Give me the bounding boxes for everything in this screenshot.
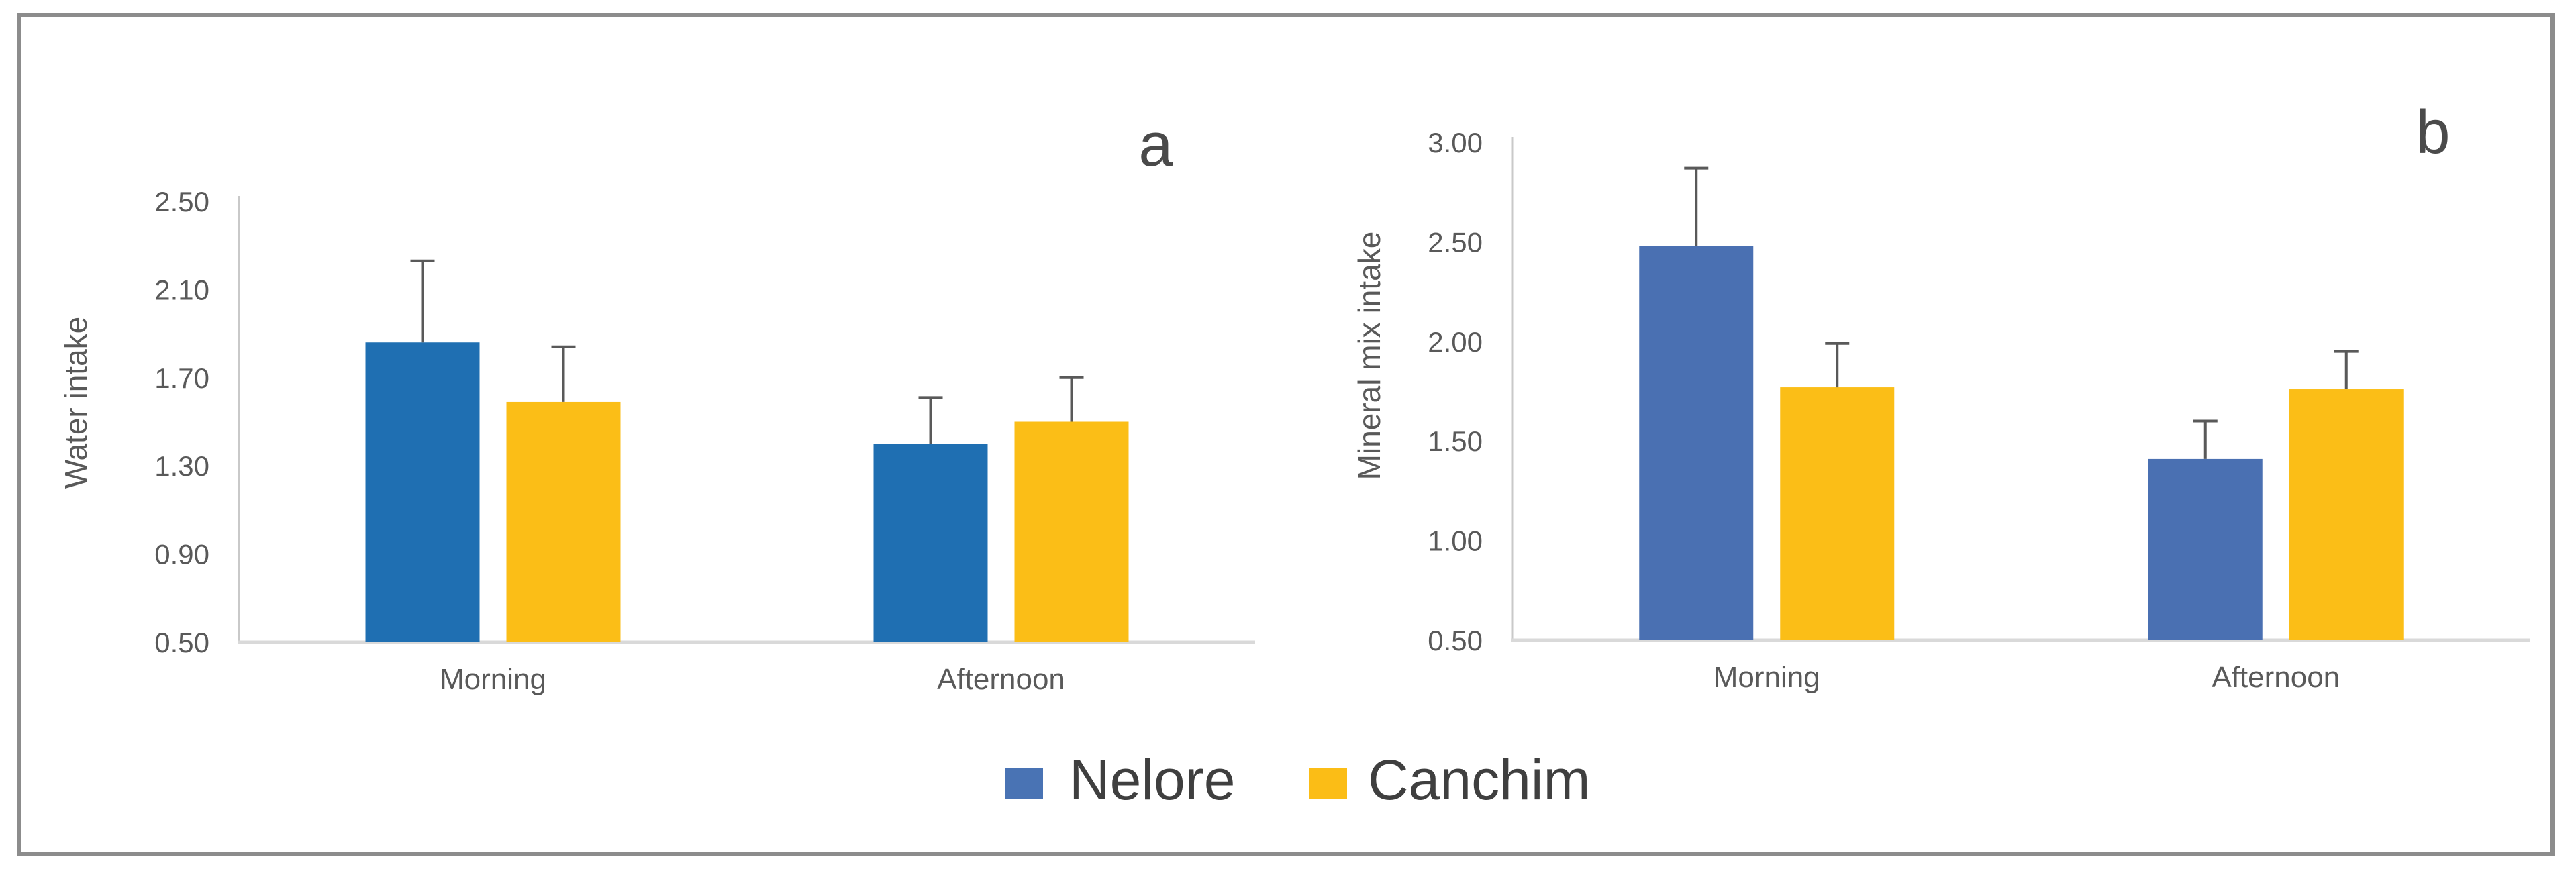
y-tick-label: 1.30 (154, 450, 209, 482)
bar-canchim-morning-a (506, 401, 621, 642)
y-tick-label: 0.90 (154, 539, 209, 570)
bar-canchim-afternoon-a (1014, 421, 1129, 642)
bar-nelore-afternoon-a (873, 444, 988, 642)
y-tick-label: 3.00 (1428, 127, 1483, 158)
y-tick-label: 2.10 (154, 274, 209, 305)
y-tick-label: 0.50 (1428, 625, 1483, 656)
category-label-afternoon: Afternoon (937, 663, 1065, 696)
bar-canchim-morning-b (1780, 387, 1895, 640)
legend-swatch-nelore (1005, 768, 1043, 799)
bar-canchim-afternoon-b (2289, 389, 2404, 640)
y-axis-title-mineral-mix-intake: Mineral mix intake (1352, 232, 1387, 480)
panel-letter-b: b (2416, 98, 2450, 166)
y-tick-label: 0.50 (154, 627, 209, 658)
y-tick-label: 2.50 (1428, 226, 1483, 258)
legend-label-nelore: Nelore (1069, 748, 1235, 811)
y-tick-label: 2.00 (1428, 326, 1483, 358)
bar-nelore-afternoon-b (2148, 458, 2263, 640)
y-tick-label: 2.50 (154, 186, 209, 217)
category-label-morning: Morning (440, 663, 546, 696)
legend-label-canchim: Canchim (1368, 748, 1590, 811)
y-tick-label: 1.00 (1428, 525, 1483, 557)
bar-nelore-morning-b (1639, 246, 1754, 640)
bar-nelore-morning-a (365, 342, 480, 642)
legend-swatch-canchim (1309, 768, 1347, 799)
legend: Nelore Canchim (1005, 748, 1590, 811)
category-label-morning: Morning (1714, 661, 1820, 694)
y-tick-label: 1.50 (1428, 425, 1483, 457)
category-label-afternoon: Afternoon (2212, 661, 2340, 694)
y-axis-title-water-intake: Water intake (58, 317, 93, 489)
y-tick-label: 1.70 (154, 362, 209, 394)
panel-letter-a: a (1138, 111, 1173, 179)
